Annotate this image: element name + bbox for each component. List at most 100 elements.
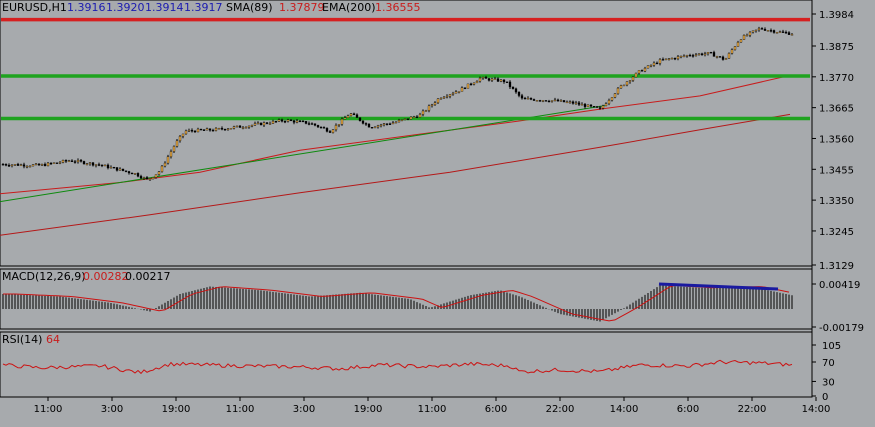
candle-body [676, 56, 680, 59]
candle-body [565, 101, 569, 104]
candle-body [436, 98, 440, 103]
candle-body [364, 123, 368, 125]
price-axis-label: 1.3665 [819, 104, 854, 115]
candle-body [748, 31, 752, 36]
candle-body [85, 163, 89, 165]
candle-body [667, 58, 671, 60]
price-axis-label: 1.3770 [819, 73, 854, 84]
candle-body [637, 70, 641, 74]
candle-body [184, 130, 188, 135]
candle-body [703, 53, 707, 56]
candle-body [781, 31, 785, 33]
candle-body [313, 123, 317, 126]
candle-body [136, 173, 140, 177]
candle-body [391, 122, 395, 125]
candle-body [238, 125, 242, 128]
candle-body [766, 30, 770, 32]
candle-body [130, 172, 134, 175]
candle-body [265, 122, 269, 124]
macd-divergence-line[interactable] [658, 282, 779, 291]
candle-body [601, 105, 605, 109]
candle-body [517, 91, 521, 96]
candlesticks [1, 26, 794, 181]
candle-body [346, 115, 350, 118]
candle-body [505, 81, 509, 83]
candle-body [214, 128, 218, 131]
candle-body [661, 59, 665, 61]
candle-body [553, 99, 557, 102]
candle-body [322, 127, 326, 129]
candle-body [115, 167, 119, 171]
candle-body [643, 68, 647, 72]
candle-body [610, 97, 614, 101]
candle-body [208, 128, 212, 131]
candle-body [589, 104, 593, 107]
candle-body [340, 118, 344, 125]
candle-body [715, 56, 719, 58]
candle-body [514, 88, 518, 93]
candle-body [631, 76, 635, 81]
candle-body [97, 164, 101, 166]
candle-body [433, 102, 437, 105]
time-axis-label: 19:00 [162, 404, 191, 415]
time-axis-label: 11:00 [418, 404, 447, 415]
candle-body [790, 34, 794, 36]
candle-body [349, 113, 353, 116]
candle-body [232, 126, 236, 129]
candle-body [328, 131, 332, 133]
candle-body [223, 128, 227, 131]
candle-body [445, 96, 449, 98]
candle-body [40, 164, 44, 166]
ohlc-open: 1.3916 [67, 1, 106, 14]
sma-label: SMA(89) [226, 1, 273, 14]
candle-body [139, 176, 143, 179]
candle-body [697, 53, 701, 55]
candle-body [523, 97, 527, 100]
main-chart-panel[interactable] [0, 0, 813, 267]
candle-body [286, 119, 290, 122]
candle-body [274, 121, 278, 123]
candle-body [118, 168, 122, 171]
rsi-axis-label: 30 [822, 377, 835, 388]
candle-body [241, 127, 245, 129]
candle-body [439, 98, 443, 100]
macd-label: MACD(12,26,9) [2, 270, 86, 283]
candle-body [406, 118, 410, 120]
candle-body [763, 29, 767, 31]
candle-body [244, 127, 248, 129]
macd-panel[interactable] [0, 268, 813, 330]
candle-body [256, 122, 260, 125]
candle-body [124, 170, 128, 172]
candle-body [739, 39, 743, 43]
candle-body [484, 77, 488, 79]
candle-body [178, 136, 182, 142]
macd-histogram [2, 282, 793, 322]
macd-value-1: 0.00282 [83, 270, 129, 283]
candle-body [28, 165, 32, 168]
candle-body [250, 124, 254, 127]
candle-body [502, 79, 506, 82]
candle-body [625, 81, 629, 86]
candle-body [61, 160, 65, 163]
candle-body [382, 123, 386, 126]
candle-body [427, 105, 431, 111]
trend-line[interactable] [0, 105, 606, 203]
candle-body [736, 42, 740, 47]
candle-body [217, 128, 221, 130]
time-axis-label: 14:00 [802, 404, 831, 415]
candle-body [499, 79, 503, 82]
candle-body [622, 84, 626, 87]
candle-body [196, 128, 200, 133]
time-axis-label: 3:00 [293, 404, 315, 415]
candle-body [424, 110, 428, 112]
candle-body [301, 120, 305, 123]
axis-labels: 1.3984 1.3875 1.3770 1.3665 1.3560 1.3455 1.33… [34, 10, 864, 415]
candle-body [775, 32, 779, 34]
rsi-panel[interactable] [0, 331, 813, 398]
candle-body [574, 102, 578, 104]
candle-body [361, 120, 365, 124]
candle-body [310, 123, 314, 125]
candle-body [169, 151, 173, 157]
candle-body [787, 32, 791, 35]
